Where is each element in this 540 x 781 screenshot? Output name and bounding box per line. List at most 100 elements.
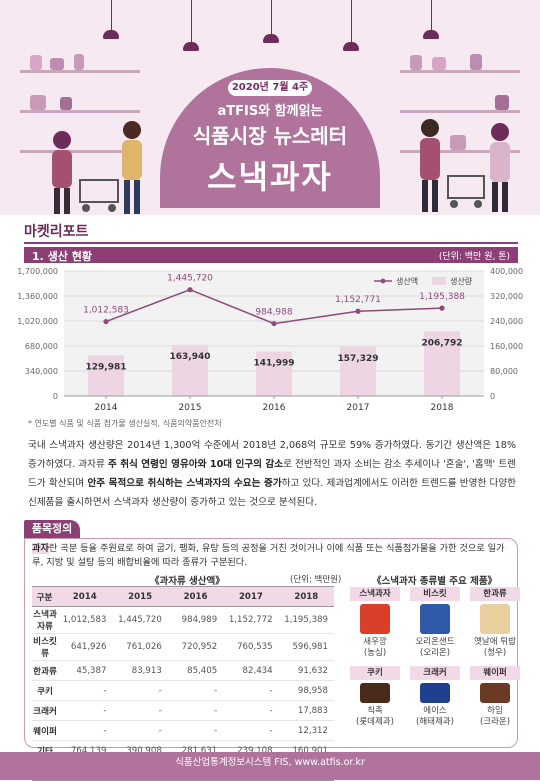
y-left-tick-label: 680,000 [25,342,58,351]
table-cell: - [167,680,224,701]
table-cell: - [57,680,113,701]
table-row: 크래커 - - - -17,883 [32,700,334,721]
sales-table-title: 《과자류 생산액》 [150,576,225,587]
table-cell: 17,883 [278,700,334,721]
row-label: 크래커 [32,700,58,721]
product-maker: (오리온) [419,648,451,658]
line-data-label: 1,012,583 [83,306,129,316]
shelf [400,150,520,153]
jar-illustration [432,57,446,70]
table-header-cell: 2017 [223,586,279,607]
line-data-label: 1,445,720 [167,274,213,284]
edition-badge: 2020년 7월 4주 [228,80,312,96]
bar-production-volume [424,331,460,396]
bar-data-label: 163,940 [170,352,211,362]
bar-production-volume [256,351,292,396]
product-maker: (롯데제과) [356,717,394,727]
bar-data-label: 141,999 [254,359,295,369]
bar-production-volume [340,346,376,396]
bar-data-label: 206,792 [422,338,463,348]
lamp-cord [351,0,352,42]
product-image [420,683,450,703]
lamp-icon [103,30,119,39]
x-tick-label: 2014 [95,403,118,413]
chart-source-note: * 연도별 식품 및 식품 첨가물 생산실적, 식품의약품안전처 [28,419,222,428]
shelf [400,70,520,73]
table-header-cell: 2016 [167,586,224,607]
x-tick-label: 2016 [263,403,286,413]
jar-illustration [30,95,46,110]
product-category: 한과류 [470,587,520,601]
legend-line-marker [380,278,386,284]
table-cell: 91,632 [278,660,334,681]
row-label: 스낵과자류 [32,606,58,634]
y-right-tick-label: 80,000 [490,367,518,376]
highlight-text: 주 취식 연령인 영유아와 10대 인구의 감소 [107,459,284,470]
table-cell: - [57,700,113,721]
lamp-cord [111,0,112,30]
y-left-tick-label: 340,000 [25,367,58,376]
topic-title: 스낵과자 [207,158,333,196]
table-cell: 720,952 [167,633,224,661]
y-right-tick-label: 240,000 [490,317,523,326]
jar-illustration [74,54,84,70]
y-left-tick-label: 1,360,000 [17,292,58,301]
table-header-cell: 2018 [278,586,334,607]
jar-illustration [470,54,482,70]
row-label: 쿠키 [32,680,58,701]
products-title: 《스낵과자 종류별 주요 제품》 [372,576,498,587]
line-data-label: 1,195,388 [419,292,465,302]
table-cell: - [112,720,168,741]
product-maker: (해태제과) [416,717,454,727]
product-image [480,683,510,703]
product-caption: 에이스 (해태제과) [407,706,463,728]
bar-production-volume [172,344,208,396]
analysis-paragraph: 국내 스낵과자 생산량은 2014년 1,300억 수준에서 2018년 2,0… [28,440,516,508]
x-tick-label: 2017 [347,403,370,413]
product-category: 웨이퍼 [470,666,520,680]
line-marker [103,318,109,325]
product-caption: 새우깡 (농심) [347,637,403,659]
table-cell: 596,981 [278,633,334,661]
y-left-tick-label: 1,020,000 [17,317,58,326]
shopper-illustration [420,119,510,212]
table-cell: - [112,700,168,721]
lamp-icon [183,42,199,51]
definition-text: 과자란 곡분 등을 주원료로 하여 굽기, 팽화, 유탕 등의 공정을 거친 것… [32,543,505,568]
table-cell: - [112,680,168,701]
bar-data-label: 129,981 [86,362,127,372]
table-cell: - [223,700,279,721]
table-row: 비스킷류 641,926 761,026 720,952 760,535 596,981 [32,633,334,661]
product-name: 칙촉 [367,706,383,716]
section-heading: 마켓리포트 [24,224,89,240]
y-right-tick-label: 160,000 [490,342,523,351]
product-image [480,604,510,634]
table-cell: - [57,720,113,741]
sales-table-unit: (단위: 백만원) [290,575,342,585]
table-row: 스낵과자류 1,012,583 1,445,720 984,989 1,152,772 1… [32,606,334,634]
product-maker: (크라운) [479,717,511,727]
product-image [420,604,450,634]
newsletter-title: 식품시장 뉴스레터 [192,124,348,148]
table-row: 쿠키 - - - -98,958 [32,680,334,701]
y-right-tick-label: 400,000 [490,267,523,276]
lamp-cord [271,0,272,34]
table-row: 웨이퍼 - - - -12,312 [32,720,334,741]
lamp-icon [343,42,359,51]
line-marker [271,320,277,327]
line-marker [355,308,361,314]
table-cell: 641,926 [57,633,113,661]
jar-illustration [495,95,509,110]
table-cell: - [223,680,279,701]
product-category: 쿠키 [350,666,400,680]
lamp-icon [423,30,439,39]
line-data-label: 984,988 [255,308,292,318]
row-label: 웨이퍼 [32,720,58,741]
product-caption: 하임 (크라운) [467,706,523,728]
shopper-illustration [52,121,142,214]
table-header-cell: 2015 [112,586,168,607]
y-right-tick-label: 0 [490,392,495,401]
shelf [20,150,140,153]
product-category: 비스킷 [410,587,460,601]
row-label: 비스킷류 [32,633,58,661]
